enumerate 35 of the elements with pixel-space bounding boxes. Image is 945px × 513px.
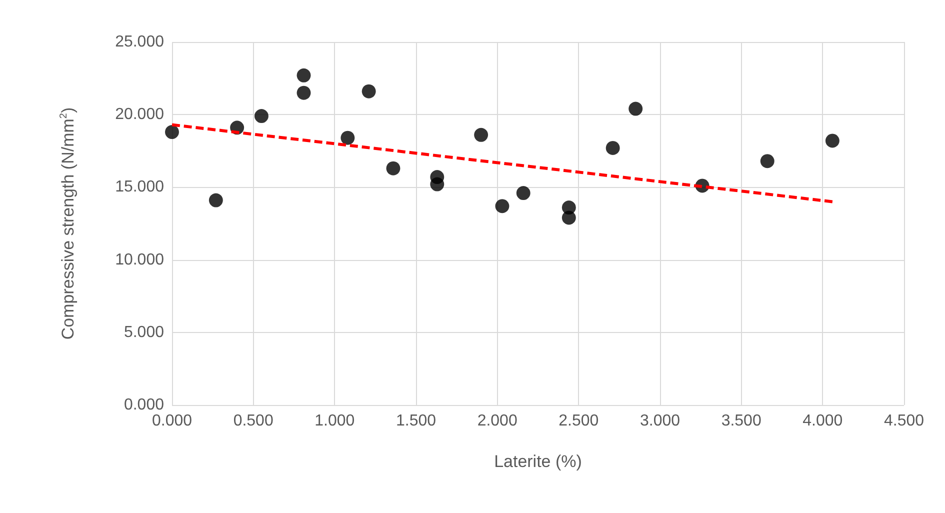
x-tick-label: 4.500 xyxy=(884,412,924,430)
y-tick-label: 5.000 xyxy=(124,324,164,341)
point xyxy=(606,141,620,155)
point xyxy=(825,134,840,148)
point xyxy=(516,186,530,200)
point xyxy=(495,199,510,214)
y-tick-label: 10.000 xyxy=(115,251,164,268)
point xyxy=(562,210,576,225)
point xyxy=(628,102,643,116)
x-tick-label: 1.500 xyxy=(396,412,436,430)
point xyxy=(208,193,223,208)
y-tick-label: 25.000 xyxy=(115,34,164,50)
y-tick-label: 20.000 xyxy=(115,106,164,124)
x-tick-label: 0.000 xyxy=(152,412,192,430)
x-tick-label: 4.000 xyxy=(802,412,843,430)
point xyxy=(760,154,774,168)
x-tick-label: 1.000 xyxy=(314,412,355,430)
x-tick-label: 2.500 xyxy=(558,412,599,430)
point xyxy=(362,84,376,98)
point xyxy=(296,68,311,82)
y-tick-label: 15.000 xyxy=(115,178,164,196)
point xyxy=(386,161,400,176)
point xyxy=(296,86,311,100)
point xyxy=(254,109,268,124)
x-tick-label: 0.500 xyxy=(233,412,274,430)
point xyxy=(430,177,444,192)
point xyxy=(340,130,355,145)
x-tick-label: 2.000 xyxy=(477,412,518,430)
x-tick-label: 3.500 xyxy=(721,412,762,430)
x-axis-title: Laterite (%) xyxy=(494,452,582,471)
y-axis-title: Compressive strength (N/mm2) xyxy=(58,107,78,340)
point xyxy=(474,128,488,142)
x-tick-label: 3.000 xyxy=(640,412,680,430)
point xyxy=(165,125,179,140)
y-tick-label: 0.000 xyxy=(124,396,164,414)
